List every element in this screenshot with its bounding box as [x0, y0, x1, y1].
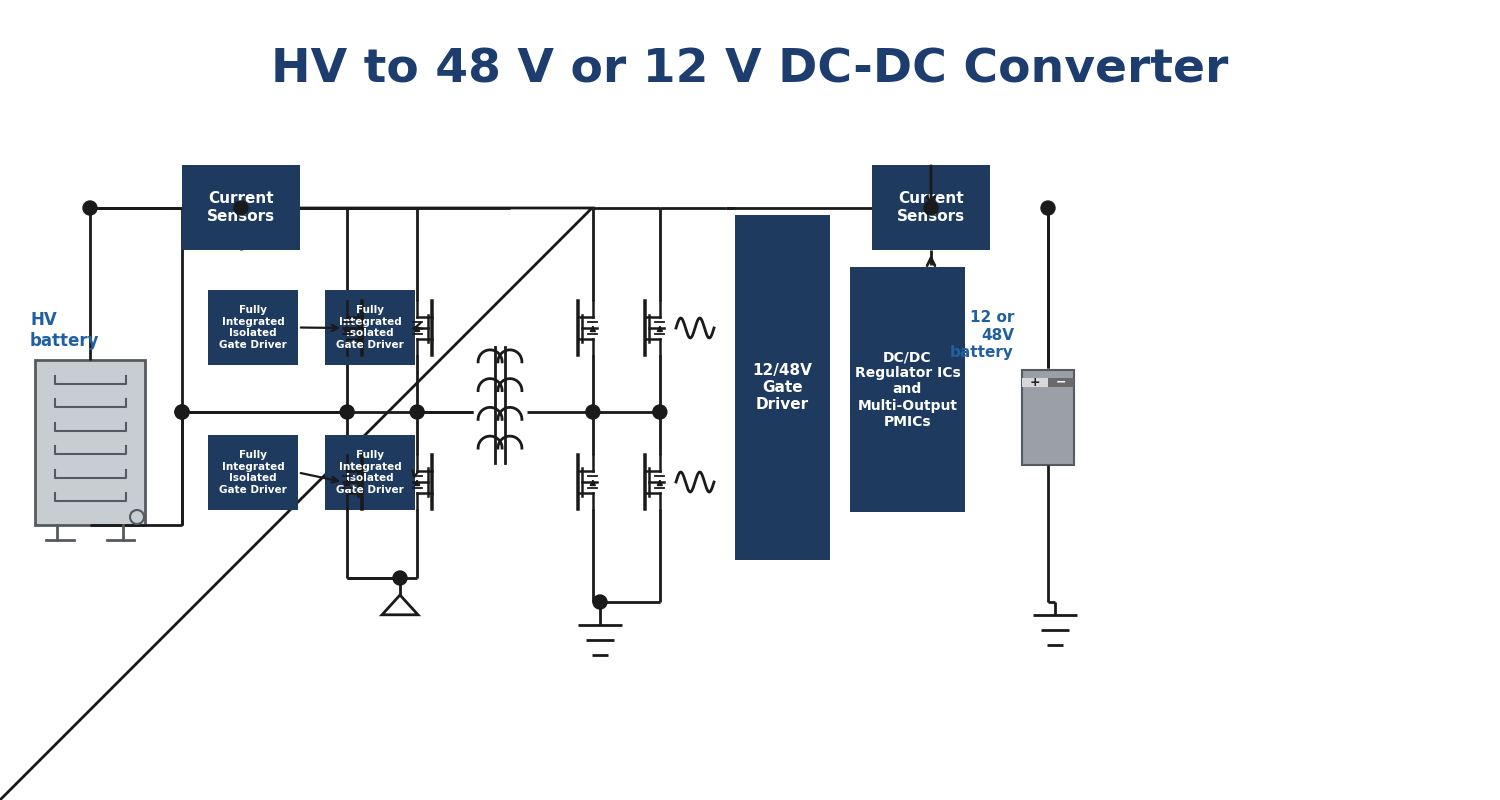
- Bar: [326, 435, 416, 510]
- Text: Current
Sensors: Current Sensors: [207, 191, 274, 224]
- Circle shape: [1041, 201, 1054, 215]
- Circle shape: [340, 405, 354, 419]
- Text: HV
battery: HV battery: [30, 311, 99, 350]
- Bar: [1022, 378, 1048, 387]
- Circle shape: [82, 201, 98, 215]
- Bar: [34, 360, 146, 525]
- Circle shape: [410, 405, 424, 419]
- Bar: [735, 215, 830, 560]
- Text: Current
Sensors: Current Sensors: [897, 191, 964, 224]
- Text: HV to 48 V or 12 V DC-DC Converter: HV to 48 V or 12 V DC-DC Converter: [272, 47, 1228, 93]
- Text: Fully
Integrated
Isolated
Gate Driver: Fully Integrated Isolated Gate Driver: [219, 450, 286, 495]
- Circle shape: [592, 595, 608, 609]
- Text: −: −: [1056, 376, 1066, 389]
- Text: Fully
Integrated
Isolated
Gate Driver: Fully Integrated Isolated Gate Driver: [219, 305, 286, 350]
- Bar: [1048, 378, 1074, 387]
- Text: Fully
Integrated
Isolated
Gate Driver: Fully Integrated Isolated Gate Driver: [336, 305, 404, 350]
- Circle shape: [393, 571, 406, 585]
- Bar: [326, 290, 416, 365]
- Circle shape: [176, 405, 189, 419]
- Bar: [209, 290, 298, 365]
- Text: 12 or
48V
battery: 12 or 48V battery: [950, 310, 1014, 360]
- Text: +: +: [1029, 376, 1041, 389]
- Text: DC/DC
Regulator ICs
and
Multi-Output
PMICs: DC/DC Regulator ICs and Multi-Output PMI…: [855, 350, 960, 429]
- Text: 12/48V
Gate
Driver: 12/48V Gate Driver: [753, 362, 813, 413]
- Bar: [871, 165, 990, 250]
- Circle shape: [924, 201, 938, 215]
- Circle shape: [586, 405, 600, 419]
- Bar: [1022, 370, 1074, 465]
- Text: Fully
Integrated
Isolated
Gate Driver: Fully Integrated Isolated Gate Driver: [336, 450, 404, 495]
- Bar: [850, 267, 964, 512]
- Circle shape: [234, 201, 248, 215]
- Bar: [182, 165, 300, 250]
- Circle shape: [176, 405, 189, 419]
- Bar: [209, 435, 298, 510]
- Circle shape: [652, 405, 668, 419]
